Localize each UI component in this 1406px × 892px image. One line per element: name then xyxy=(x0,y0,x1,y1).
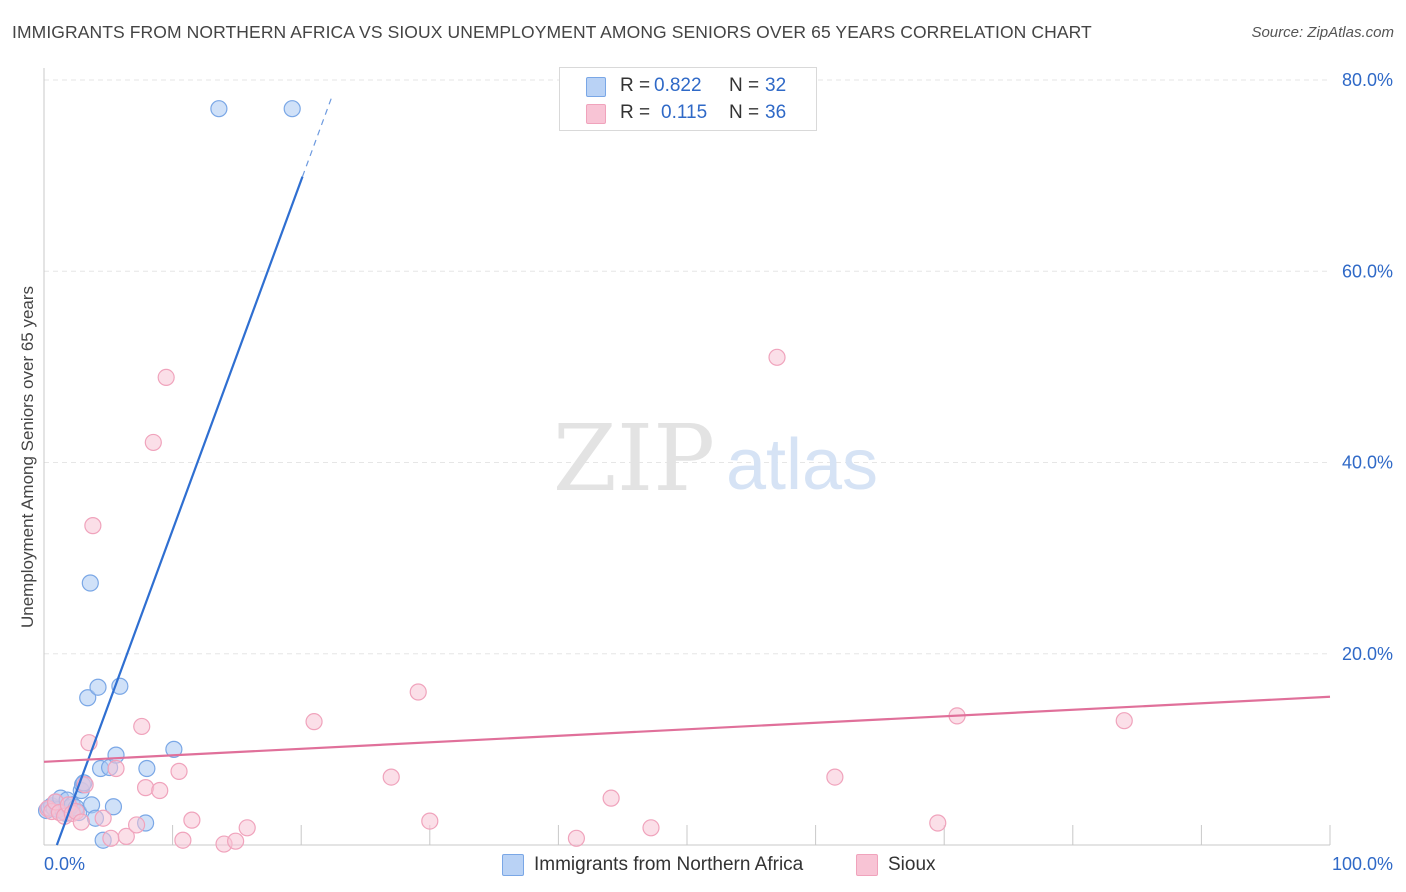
legend-n-label: N = xyxy=(729,75,760,96)
point-immigrants xyxy=(79,689,97,707)
watermark-atlas: atlas xyxy=(726,425,878,505)
legend-label-sioux: Sioux xyxy=(888,854,936,875)
point-sioux xyxy=(567,829,586,847)
correlation-legend: R = 0.822 N = 32 R = 0.115 N = 36 xyxy=(559,67,817,131)
trendline-immigrants xyxy=(55,176,304,846)
point-sioux xyxy=(382,768,400,786)
legend-swatch-immigrants xyxy=(586,77,606,97)
point-sioux xyxy=(157,368,175,386)
watermark-zip: ZIP xyxy=(553,405,715,512)
point-sioux xyxy=(107,759,125,778)
legend-r-label: R = xyxy=(620,75,651,96)
point-immigrants xyxy=(89,678,107,696)
point-sioux xyxy=(421,812,439,830)
trendline-sioux xyxy=(43,695,1331,763)
point-sioux xyxy=(102,829,120,847)
points-layer xyxy=(37,100,1133,853)
point-sioux xyxy=(72,813,90,831)
point-sioux xyxy=(133,717,151,736)
legend-n-value-sioux: 36 xyxy=(765,102,787,123)
legend-n-label: N = xyxy=(729,102,760,123)
point-sioux xyxy=(117,827,135,845)
point-sioux xyxy=(151,781,169,800)
point-immigrants xyxy=(210,100,228,118)
point-sioux xyxy=(84,517,102,535)
point-immigrants xyxy=(138,759,156,778)
legend-swatch-sioux xyxy=(586,104,606,124)
point-sioux xyxy=(826,768,844,786)
legend-swatch-immigrants xyxy=(502,854,524,876)
legend-label-immigrants: Immigrants from Northern Africa xyxy=(534,854,804,875)
point-sioux xyxy=(94,809,112,827)
y-tick-label: 60.0% xyxy=(1342,261,1393,281)
watermark: ZIP atlas xyxy=(553,405,878,512)
point-sioux xyxy=(642,819,660,837)
point-sioux xyxy=(127,816,146,834)
legend-n-value-immigrants: 32 xyxy=(765,75,787,96)
point-sioux xyxy=(136,779,155,797)
point-sioux xyxy=(602,789,620,807)
point-sioux xyxy=(170,762,188,780)
point-immigrants xyxy=(283,100,301,118)
trendline-extension-immigrants xyxy=(301,96,333,177)
y-tick-label: 40.0% xyxy=(1342,453,1393,473)
point-immigrants xyxy=(81,574,99,592)
point-sioux xyxy=(144,433,162,452)
point-sioux xyxy=(227,832,245,850)
y-tick-label: 80.0% xyxy=(1342,70,1393,90)
source-credit: Source: ZipAtlas.com xyxy=(1251,24,1394,41)
legend-swatch-sioux xyxy=(856,854,878,876)
grid-layer xyxy=(44,79,1330,655)
legend-r-value-immigrants: 0.822 xyxy=(654,75,702,96)
legend-r-value-sioux: 0.115 xyxy=(661,102,708,123)
point-sioux xyxy=(183,811,201,829)
chart-title: IMMIGRANTS FROM NORTHERN AFRICA VS SIOUX… xyxy=(12,22,1092,42)
point-sioux xyxy=(768,348,786,366)
point-sioux xyxy=(305,713,323,731)
point-immigrants xyxy=(165,740,183,758)
trend-layer xyxy=(43,96,1331,846)
x-tick-label: 0.0% xyxy=(44,854,85,874)
point-sioux xyxy=(409,683,427,701)
point-sioux xyxy=(1115,712,1133,730)
point-sioux xyxy=(929,814,947,832)
legend-r-label: R = xyxy=(620,102,651,123)
point-immigrants xyxy=(104,798,123,816)
tick-label-layer: 20.0% 40.0% 60.0% 80.0% 0.0% 100.0% xyxy=(44,70,1393,874)
point-sioux xyxy=(174,831,192,849)
x-tick-label: 100.0% xyxy=(1332,854,1393,874)
point-sioux xyxy=(238,819,256,837)
y-tick-label: 20.0% xyxy=(1342,644,1393,664)
series-legend: Immigrants from Northern Africa Sioux xyxy=(0,851,1406,879)
